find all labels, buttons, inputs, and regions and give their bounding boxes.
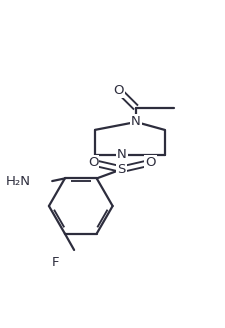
- Text: S: S: [117, 163, 125, 176]
- Text: N: N: [116, 148, 126, 161]
- Text: H₂N: H₂N: [5, 174, 30, 188]
- Text: O: O: [144, 156, 155, 169]
- Text: O: O: [113, 84, 124, 97]
- Text: F: F: [51, 256, 58, 269]
- Text: N: N: [130, 115, 140, 129]
- Text: O: O: [88, 156, 98, 169]
